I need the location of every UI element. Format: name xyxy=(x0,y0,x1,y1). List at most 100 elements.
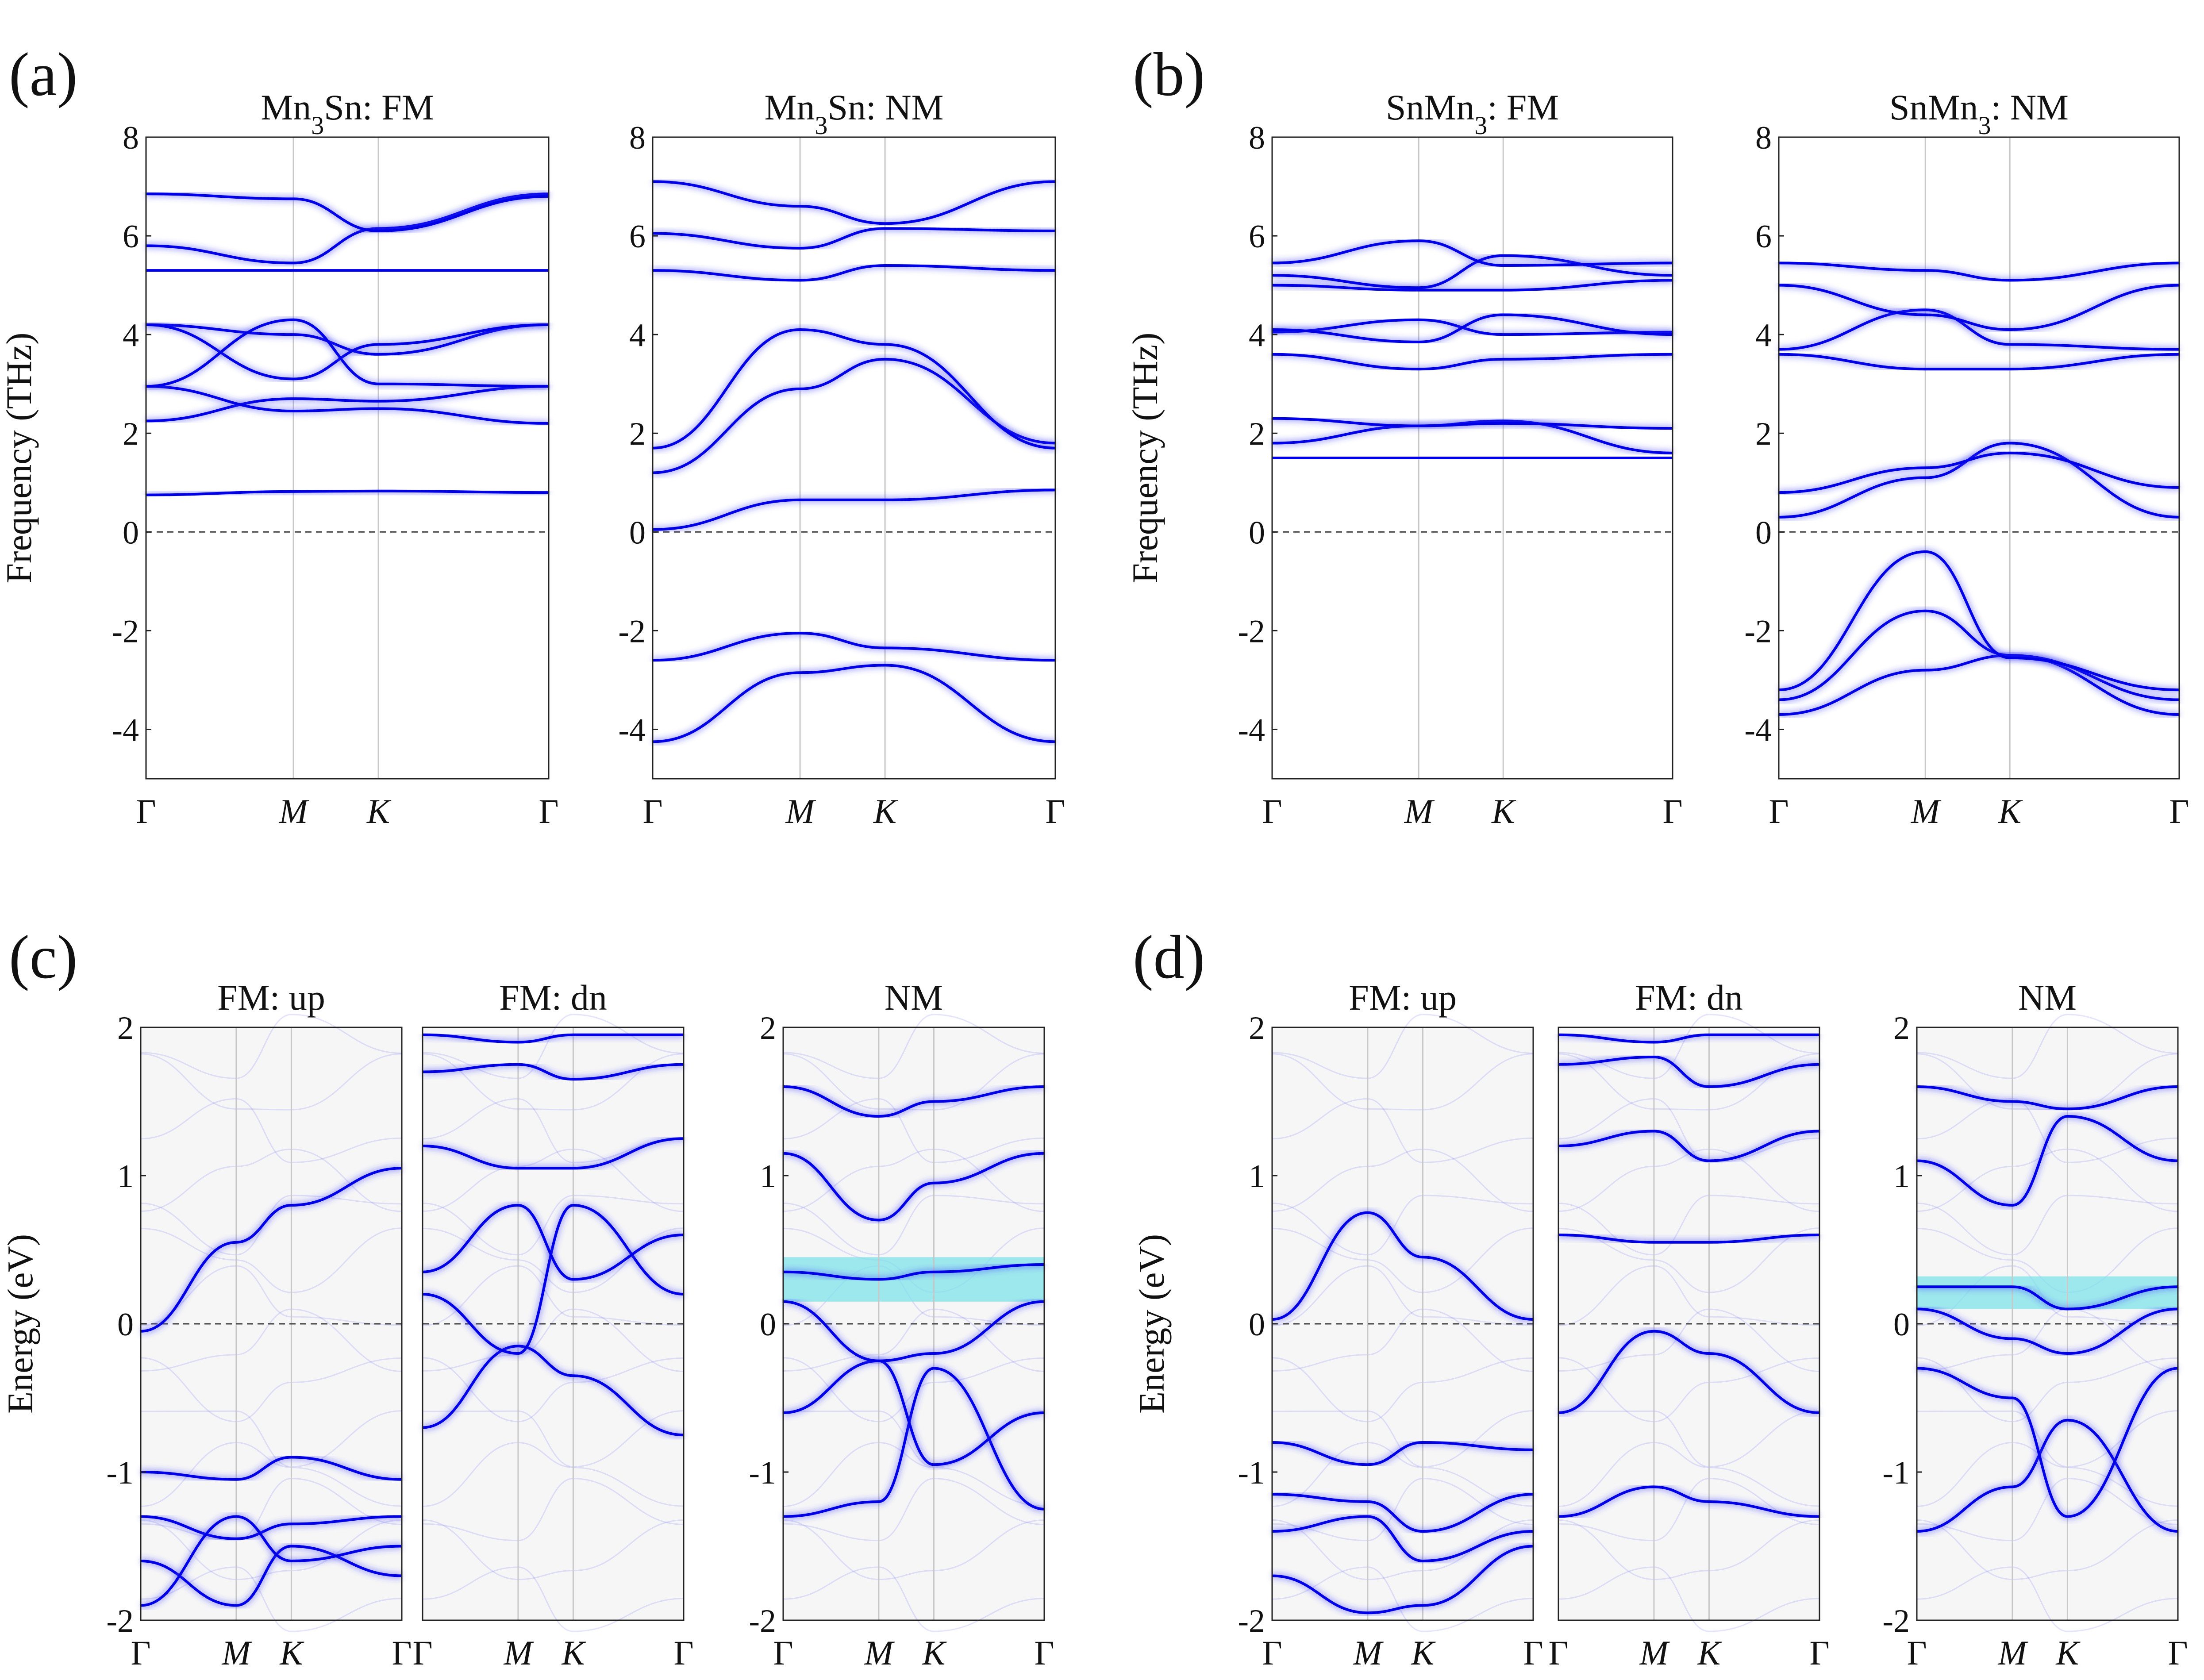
background-band xyxy=(1558,1195,1820,1256)
band-line-band5 xyxy=(146,323,549,381)
kpoint-label: Γ xyxy=(773,1634,793,1672)
y-tick-label: -1 xyxy=(749,1455,776,1491)
background-band xyxy=(1272,1308,1534,1372)
panel-label-a: (a) xyxy=(9,40,77,109)
band-line-band3 xyxy=(422,1203,684,1281)
band-line-band5 xyxy=(1558,1055,1820,1088)
band-line-band1 xyxy=(1558,1330,1820,1414)
panel-label-b: (b) xyxy=(1133,40,1205,109)
subplot-title: FM: dn xyxy=(1635,977,1743,1018)
kpoint-label: M xyxy=(1353,1634,1384,1672)
band-line-band1 xyxy=(1778,654,2180,716)
band-line-band6 xyxy=(652,264,1056,282)
y-tick-label: 2 xyxy=(1249,1010,1265,1046)
subplot-title: SnMn3: NM xyxy=(1889,87,2069,140)
kpoint-label: Γ xyxy=(1045,792,1065,830)
kpoint-label: K xyxy=(366,792,392,830)
subplot-title: NM xyxy=(885,977,943,1018)
background-band xyxy=(1558,1227,1820,1293)
band-line-band1 xyxy=(140,1167,402,1333)
background-band xyxy=(1272,1227,1534,1293)
kpoint-label: Γ xyxy=(642,792,662,830)
kpoint-label: M xyxy=(864,1634,895,1672)
band-line-band4 xyxy=(422,1137,684,1170)
background-band xyxy=(140,1478,402,1542)
band-line-band2 xyxy=(1558,1485,1820,1518)
background-band xyxy=(1558,1265,1820,1326)
kpoint-label: K xyxy=(873,792,898,830)
band-line-band6 xyxy=(146,318,549,388)
band-line-band2 xyxy=(1778,609,2180,701)
y-axis-label: Energy (eV) xyxy=(0,1234,40,1414)
band-line-band2 xyxy=(652,631,1056,662)
background-band xyxy=(1558,1098,1820,1163)
background-band xyxy=(422,1357,684,1422)
band-line-band3 xyxy=(1272,417,1673,430)
background-band xyxy=(1916,1053,2178,1111)
background-band xyxy=(422,1148,684,1212)
background-band xyxy=(1916,1098,2178,1163)
y-tick-label: 0 xyxy=(1249,515,1265,551)
y-tick-label: 1 xyxy=(760,1158,776,1195)
plot-frame xyxy=(1778,136,2180,780)
y-tick-label: 0 xyxy=(123,515,139,551)
plot-frame xyxy=(652,136,1056,780)
band-line-band4 xyxy=(140,1545,402,1607)
background-band xyxy=(1916,1566,2178,1632)
y-tick-label: 2 xyxy=(1755,416,1772,452)
band-line-band9 xyxy=(146,192,549,232)
y-tick-label: 1 xyxy=(1893,1158,1910,1195)
subplot-d3: 210-1-2Γ M K ΓNM xyxy=(1882,977,2188,1672)
background-band xyxy=(1272,1014,1534,1079)
kpoint-label: Γ xyxy=(131,1634,150,1672)
y-tick-label: -1 xyxy=(1238,1455,1265,1491)
background-band xyxy=(422,1442,684,1507)
band-line-band6 xyxy=(1558,1033,1819,1044)
band-line-band8 xyxy=(652,180,1056,225)
band-line-band7 xyxy=(1778,308,2180,351)
kpoint-label: Γ xyxy=(1662,792,1682,830)
y-tick-label: 0 xyxy=(629,515,646,551)
kpoint-label: M xyxy=(1911,792,1942,830)
y-tick-label: -2 xyxy=(1744,613,1772,650)
kpoint-label: Γ xyxy=(2169,792,2189,830)
background-band xyxy=(422,1053,684,1111)
background-band xyxy=(140,1357,402,1422)
band-line-band3 xyxy=(783,1300,1045,1362)
subplot-title: NM xyxy=(2018,977,2077,1018)
kpoint-label: Γ xyxy=(412,1634,432,1672)
band-line-band1 xyxy=(1916,1419,2178,1533)
background-band xyxy=(1916,1478,2178,1542)
kpoint-label: K xyxy=(1411,1634,1436,1672)
kpoint-label: K xyxy=(279,1634,304,1672)
y-axis-label: Energy (eV) xyxy=(1131,1234,1172,1414)
y-tick-label: 2 xyxy=(123,416,139,452)
y-tick-label: 0 xyxy=(1755,515,1772,551)
y-tick-label: -1 xyxy=(1882,1455,1910,1491)
y-tick-label: 6 xyxy=(1755,219,1772,255)
subplot-c2: Γ M K Γ FM: dn xyxy=(412,977,693,1672)
band-line-band5 xyxy=(1916,1115,2178,1207)
subplot-a1: 8 6 4 2 0 -2 -4 Γ M K Γ Mn3Sn: FM Frequency (THz) xyxy=(0,87,559,830)
background-band xyxy=(140,1014,402,1079)
kpoint-label: M xyxy=(221,1634,252,1672)
band-line-band3 xyxy=(140,1515,402,1540)
y-tick-label: 0 xyxy=(1249,1307,1265,1343)
band-line-band3 xyxy=(1558,1234,1820,1244)
background-band xyxy=(1558,1566,1820,1632)
background-band xyxy=(1558,1410,1820,1468)
y-tick-label: 4 xyxy=(629,317,646,354)
band-line-band3 xyxy=(1778,550,2180,692)
kpoint-label: M xyxy=(1997,1634,2028,1672)
background-band xyxy=(422,1308,684,1372)
plot-frame xyxy=(1271,136,1673,780)
band-line-band5 xyxy=(1778,451,2180,494)
subplot-title: SnMn3: FM xyxy=(1386,87,1559,140)
band-line-band1 xyxy=(422,1345,684,1437)
y-tick-label: -2 xyxy=(749,1603,776,1639)
y-tick-label: 8 xyxy=(123,120,139,156)
band-line-band3 xyxy=(1272,1493,1534,1533)
y-tick-label: 2 xyxy=(117,1010,134,1046)
background-band xyxy=(783,1308,1045,1372)
